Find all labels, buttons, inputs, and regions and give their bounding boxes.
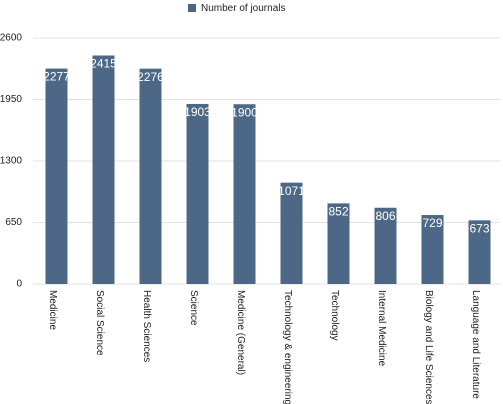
y-tick-label: 2600 [0, 33, 22, 44]
y-tick-label: 1950 [0, 94, 22, 105]
y-tick-label: 0 [16, 279, 22, 290]
data-label: 2415 [90, 57, 117, 71]
data-label: 1903 [184, 105, 211, 119]
x-tick-label: Technology & engineering [282, 290, 293, 404]
bar [327, 203, 350, 284]
y-tick-label: 1300 [0, 156, 22, 167]
data-label: 1071 [278, 184, 305, 198]
x-tick-label: Social Science [94, 290, 105, 356]
bar [186, 103, 209, 284]
bar [45, 68, 68, 285]
bar [280, 182, 303, 284]
bar [139, 68, 162, 284]
x-tick-label: Health Sciences [141, 290, 152, 362]
y-tick-label: 650 [5, 217, 22, 228]
x-tick-label: Internal Medicine [376, 290, 387, 367]
data-label: 2276 [137, 70, 164, 84]
data-label: 852 [328, 205, 348, 219]
bar [233, 104, 256, 284]
bar [374, 207, 397, 284]
bar [468, 220, 491, 284]
x-tick-label: Biology and Life Sciences [423, 290, 434, 404]
data-label: 806 [375, 209, 395, 223]
data-label: 673 [469, 221, 489, 235]
data-label: 729 [422, 216, 442, 230]
legend-swatch [188, 4, 196, 12]
x-tick-label: Language and Literature [470, 290, 481, 399]
data-label: 2277 [43, 70, 70, 84]
x-tick-label: Technology [329, 290, 340, 341]
legend-label: Number of journals [201, 3, 285, 14]
x-tick-label: Medicine (General) [235, 290, 246, 375]
data-label: 1900 [231, 105, 258, 119]
bar [421, 215, 444, 284]
x-tick-label: Science [188, 290, 199, 326]
x-tick-label: Medicine [47, 290, 58, 330]
bar [92, 55, 115, 284]
